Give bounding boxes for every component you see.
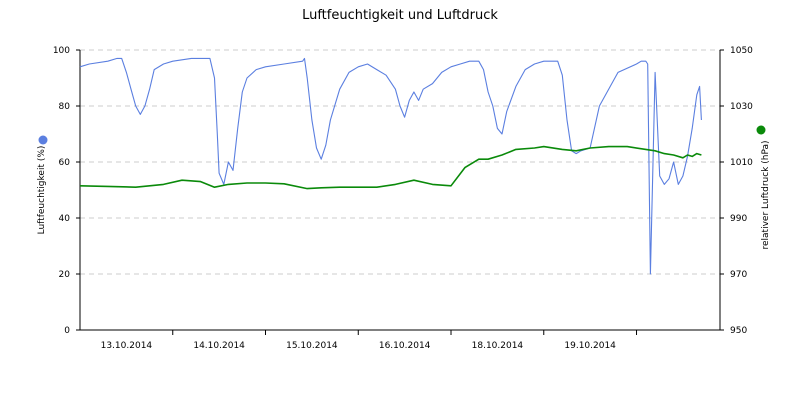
x-ticks: 13.10.2014 14.10.2014 15.10.2014 16.10.2014…	[101, 330, 638, 351]
y-right-tick-label: 990	[730, 214, 747, 224]
x-tick-label: 14.10.2014	[193, 341, 245, 351]
series-line-pressure	[79, 145, 702, 190]
x-tick-label: 19.10.2014	[564, 341, 616, 351]
y-right-tick-label: 1050	[730, 46, 753, 56]
series-line-humidity	[79, 57, 702, 275]
x-tick-label: 13.10.2014	[101, 341, 153, 351]
series-lines	[79, 57, 702, 275]
y-left-tick-label: 100	[53, 46, 70, 56]
y-right-tick-label: 970	[730, 270, 747, 280]
y-right-axis-title: relativer Luftdruck (hPa)	[761, 140, 771, 249]
y-left-tick-label: 80	[59, 102, 71, 112]
y-right-tick-label: 950	[730, 326, 747, 336]
legend-marker-pressure	[756, 125, 766, 135]
axes	[79, 50, 721, 331]
x-tick-label: 15.10.2014	[286, 341, 338, 351]
y-left-tick-label: 40	[59, 214, 71, 224]
x-tick-label: 16.10.2014	[379, 341, 431, 351]
legend-marker-humidity	[38, 135, 48, 145]
y-right-ticks: 950 970 990 1010 1030 1050	[720, 46, 753, 336]
y-left-ticks: 0 20 40 60 80 100	[53, 46, 80, 336]
y-left-tick-label: 20	[59, 270, 71, 280]
y-left-tick-label: 60	[59, 158, 71, 168]
y-left-tick-label: 0	[64, 326, 70, 336]
grid-lines	[80, 49, 720, 275]
y-right-tick-label: 1030	[730, 102, 753, 112]
chart-title: Luftfeuchtigkeit und Luftdruck	[302, 8, 498, 23]
y-right-tick-label: 1010	[730, 158, 753, 168]
y-left-axis-title: Luftfeuchtigkeit (%)	[37, 146, 47, 235]
x-tick-label: 18.10.2014	[472, 341, 524, 351]
